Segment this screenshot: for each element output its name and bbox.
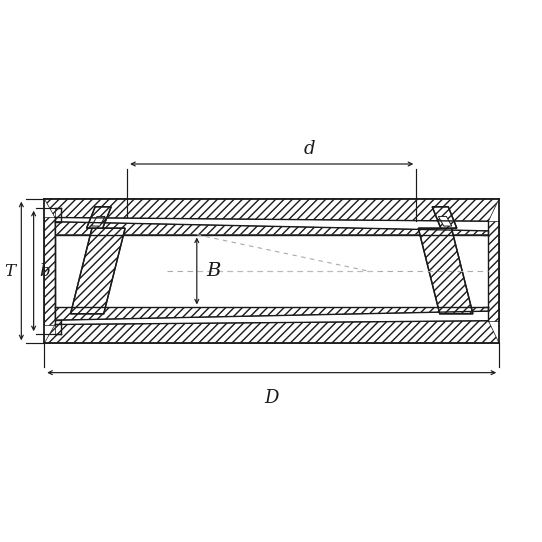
Polygon shape xyxy=(92,216,105,226)
Polygon shape xyxy=(55,320,61,334)
Polygon shape xyxy=(44,321,499,343)
Polygon shape xyxy=(55,222,488,235)
Text: b: b xyxy=(39,262,50,280)
Polygon shape xyxy=(55,307,488,320)
Text: T: T xyxy=(4,262,15,280)
Polygon shape xyxy=(438,216,451,226)
Polygon shape xyxy=(55,208,61,222)
Text: D: D xyxy=(264,389,279,406)
Text: d: d xyxy=(304,140,315,158)
Polygon shape xyxy=(488,221,499,321)
Polygon shape xyxy=(87,207,111,228)
Polygon shape xyxy=(70,228,125,314)
Polygon shape xyxy=(44,199,499,221)
Polygon shape xyxy=(44,217,55,325)
Text: B: B xyxy=(207,262,221,280)
Polygon shape xyxy=(418,228,473,314)
Polygon shape xyxy=(432,207,457,228)
